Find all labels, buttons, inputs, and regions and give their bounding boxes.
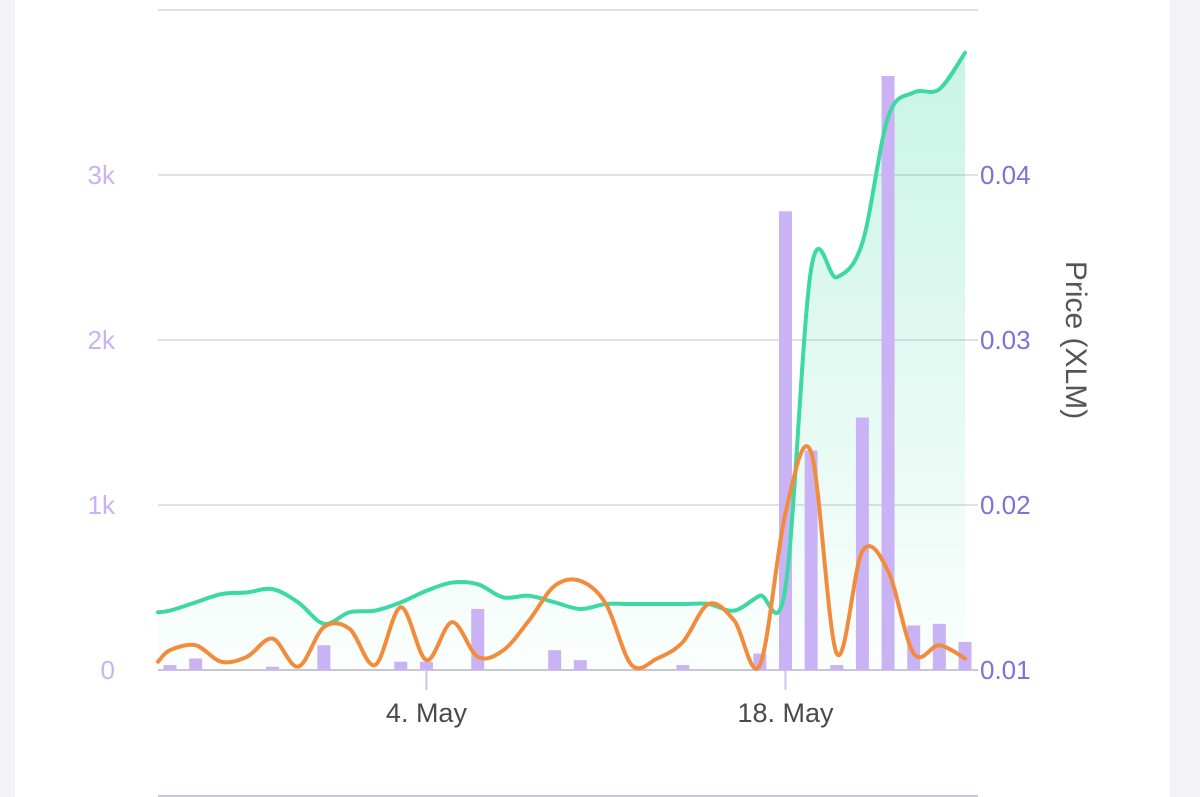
left-tick-label: 3k <box>88 160 116 190</box>
right-axis-ticks: 0.01 0.02 0.03 0.04 <box>980 160 1031 685</box>
volume-bar <box>163 665 177 670</box>
x-tick-label: 18. May <box>737 698 834 728</box>
volume-bar <box>189 658 203 670</box>
volume-bar <box>855 417 869 670</box>
volume-bar <box>419 661 433 670</box>
volume-bar <box>573 660 587 670</box>
right-axis-title: Price (XLM) <box>1059 261 1092 419</box>
series-lines <box>156 50 967 671</box>
volume-bar <box>830 665 844 670</box>
volume-bar <box>317 645 331 670</box>
left-tick-label: 0 <box>101 655 115 685</box>
x-tick-label: 4. May <box>386 698 468 728</box>
volume-bar <box>471 608 485 670</box>
secondary-line <box>156 444 967 671</box>
x-axis: 4. May 18. May <box>386 670 834 728</box>
right-tick-label: 0.03 <box>980 325 1031 355</box>
price-line <box>156 50 967 626</box>
right-tick-label: 0.04 <box>980 160 1031 190</box>
volume-bar <box>394 661 408 670</box>
price-area-fill <box>158 52 965 670</box>
volume-bars <box>163 76 972 671</box>
volume-bar <box>881 76 895 670</box>
volume-bar <box>958 641 972 670</box>
right-tick-label: 0.01 <box>980 655 1031 685</box>
volume-bar <box>676 665 690 670</box>
left-tick-label: 1k <box>88 490 116 520</box>
volume-bar <box>548 650 562 670</box>
right-tick-label: 0.02 <box>980 490 1031 520</box>
volume-bar <box>266 666 280 670</box>
left-tick-label: 2k <box>88 325 116 355</box>
price-area <box>158 52 965 670</box>
left-axis-ticks: 0 1k 2k 3k <box>88 160 116 685</box>
volume-bar <box>804 450 818 670</box>
